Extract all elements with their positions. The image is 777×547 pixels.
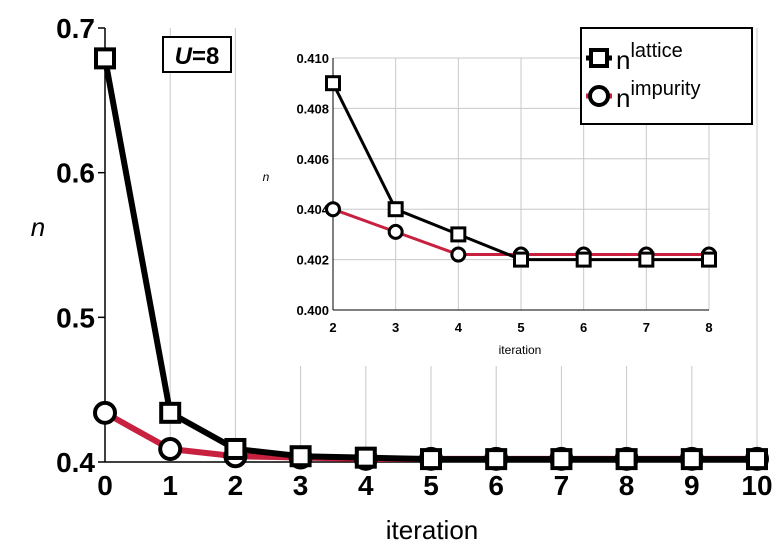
data-point-lattice bbox=[159, 401, 182, 424]
inset-series bbox=[325, 75, 717, 268]
y-tick-label: 0.7 bbox=[56, 13, 95, 44]
data-point-lattice bbox=[289, 445, 312, 468]
y-tick-label: 0.4 bbox=[56, 447, 95, 478]
data-point-lattice bbox=[615, 448, 638, 471]
data-point-lattice bbox=[485, 448, 508, 471]
inset-x-tick-label: 7 bbox=[643, 320, 650, 335]
y-tick-label: 0.6 bbox=[56, 158, 95, 189]
legend-label-impurity: nimpurity bbox=[616, 78, 700, 113]
data-point-lattice bbox=[420, 448, 442, 471]
y-axis-label: n bbox=[31, 212, 45, 242]
inset-y-axis-label: n bbox=[263, 170, 270, 184]
main-series bbox=[93, 47, 769, 471]
inset-x-tick-label: 6 bbox=[580, 320, 587, 335]
x-tick-label: 5 bbox=[423, 470, 439, 501]
data-point-impurity bbox=[93, 400, 117, 425]
inset-y-tick-label: 0.408 bbox=[296, 101, 329, 116]
inset-x-tick-label: 8 bbox=[705, 320, 712, 335]
data-point-lattice bbox=[224, 437, 247, 460]
data-point-lattice bbox=[680, 448, 703, 471]
annotation-variable: U bbox=[175, 43, 193, 70]
legend-box bbox=[580, 27, 753, 125]
inset-data-point-lattice bbox=[701, 251, 717, 268]
svg-text:U=8: U=8 bbox=[175, 43, 220, 70]
x-tick-label: 8 bbox=[619, 470, 635, 501]
inset-data-point-impurity bbox=[450, 246, 467, 263]
inset-data-point-lattice bbox=[513, 251, 529, 268]
data-point-impurity bbox=[158, 436, 183, 461]
x-tick-label: 7 bbox=[554, 470, 570, 501]
inset-data-point-impurity bbox=[325, 201, 341, 218]
legend-label-lattice: nlattice bbox=[616, 40, 683, 75]
inset-data-point-lattice bbox=[575, 251, 592, 268]
legend: nlattice nimpurity bbox=[580, 27, 753, 125]
x-tick-label: 2 bbox=[228, 470, 244, 501]
data-point-lattice bbox=[550, 448, 573, 471]
inset-x-tick-label: 3 bbox=[392, 320, 399, 335]
inset-x-tick-label: 5 bbox=[517, 320, 524, 335]
x-tick-label: 3 bbox=[293, 470, 309, 501]
inset-y-tick-label: 0.400 bbox=[296, 303, 329, 318]
inset-data-point-lattice bbox=[638, 251, 655, 268]
inset-y-tick-label: 0.410 bbox=[296, 51, 329, 66]
inset-y-tick-label: 0.406 bbox=[296, 152, 329, 167]
x-tick-label: 4 bbox=[358, 470, 374, 501]
inset-data-point-lattice bbox=[387, 201, 404, 218]
x-tick-label: 6 bbox=[488, 470, 504, 501]
y-tick-label: 0.5 bbox=[56, 302, 95, 333]
inset-x-tick-label: 4 bbox=[455, 320, 463, 335]
x-tick-label: 0 bbox=[97, 470, 113, 501]
x-tick-label: 9 bbox=[684, 470, 700, 501]
inset-x-tick-label: 2 bbox=[329, 320, 336, 335]
inset-y-tick-label: 0.402 bbox=[296, 253, 329, 268]
inset-axes: 2 3 4 5 6 7 8 0.400 0.402 0.404 0.406 0.408 0.410 bbox=[296, 51, 712, 335]
legend-marker-circle bbox=[588, 85, 610, 107]
legend-marker-square bbox=[589, 48, 609, 68]
data-point-lattice bbox=[746, 448, 768, 471]
annotation-box: U=8 bbox=[162, 36, 232, 73]
x-tick-label: 1 bbox=[162, 470, 178, 501]
inset-data-point-lattice bbox=[325, 75, 341, 92]
annotation-value: =8 bbox=[192, 43, 219, 70]
inset-data-point-lattice bbox=[450, 226, 467, 243]
inset-data-point-impurity bbox=[387, 223, 404, 240]
data-point-lattice bbox=[354, 446, 377, 469]
x-tick-label: 10 bbox=[741, 470, 772, 501]
inset-y-tick-label: 0.404 bbox=[296, 202, 329, 217]
inset-x-axis-label: iteration bbox=[499, 343, 542, 357]
data-point-lattice bbox=[94, 47, 116, 70]
x-axis-label: iteration bbox=[386, 515, 479, 545]
